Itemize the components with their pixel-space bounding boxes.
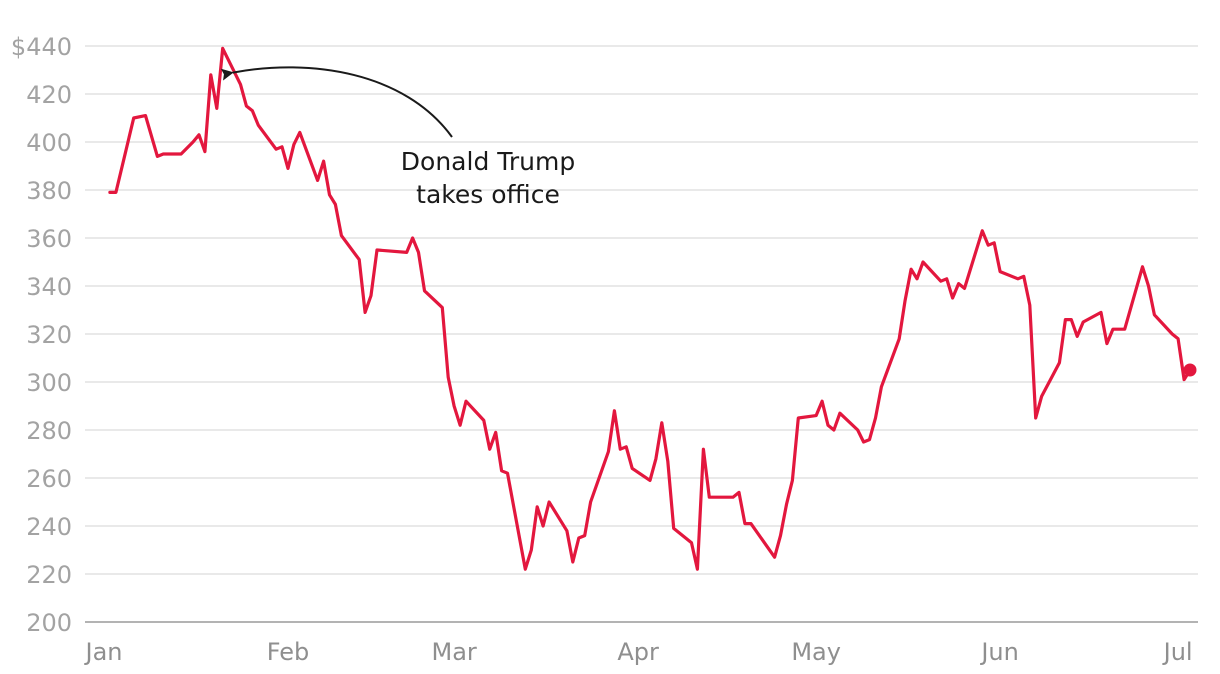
y-tick-label: 220 — [26, 561, 72, 589]
annotation-arrow — [220, 66, 453, 138]
y-tick-label: 240 — [26, 513, 72, 541]
y-tick-label: 280 — [26, 417, 72, 445]
x-tick-label: Jan — [84, 638, 123, 666]
annotation-text-line-2: takes office — [416, 180, 560, 209]
x-tick-label: Feb — [267, 638, 310, 666]
x-tick-label: Mar — [431, 638, 476, 666]
y-tick-label: 420 — [26, 81, 72, 109]
price-series-line — [108, 46, 1192, 571]
y-tick-label: 300 — [26, 369, 72, 397]
y-tick-label: 340 — [26, 273, 72, 301]
y-tick-label: 380 — [26, 177, 72, 205]
y-tick-label: $440 — [11, 33, 72, 61]
y-axis-tick-labels: $440 420 400 380 360 340 320 300 280 260 240 220 200 — [11, 33, 72, 637]
x-tick-label: Apr — [617, 638, 659, 666]
y-tick-label: 320 — [26, 321, 72, 349]
y-tick-label: 260 — [26, 465, 72, 493]
annotation-text-line-1: Donald Trump — [401, 147, 575, 176]
x-tick-label: Jun — [979, 638, 1019, 666]
x-tick-label: May — [791, 638, 841, 666]
latest-price-marker — [1183, 363, 1197, 377]
y-tick-label: 200 — [26, 609, 72, 637]
y-tick-label: 400 — [26, 129, 72, 157]
y-tick-label: 360 — [26, 225, 72, 253]
x-tick-label: Jul — [1162, 638, 1193, 666]
x-axis-tick-labels: Jan Feb Mar Apr May Jun Jul — [84, 638, 1193, 666]
